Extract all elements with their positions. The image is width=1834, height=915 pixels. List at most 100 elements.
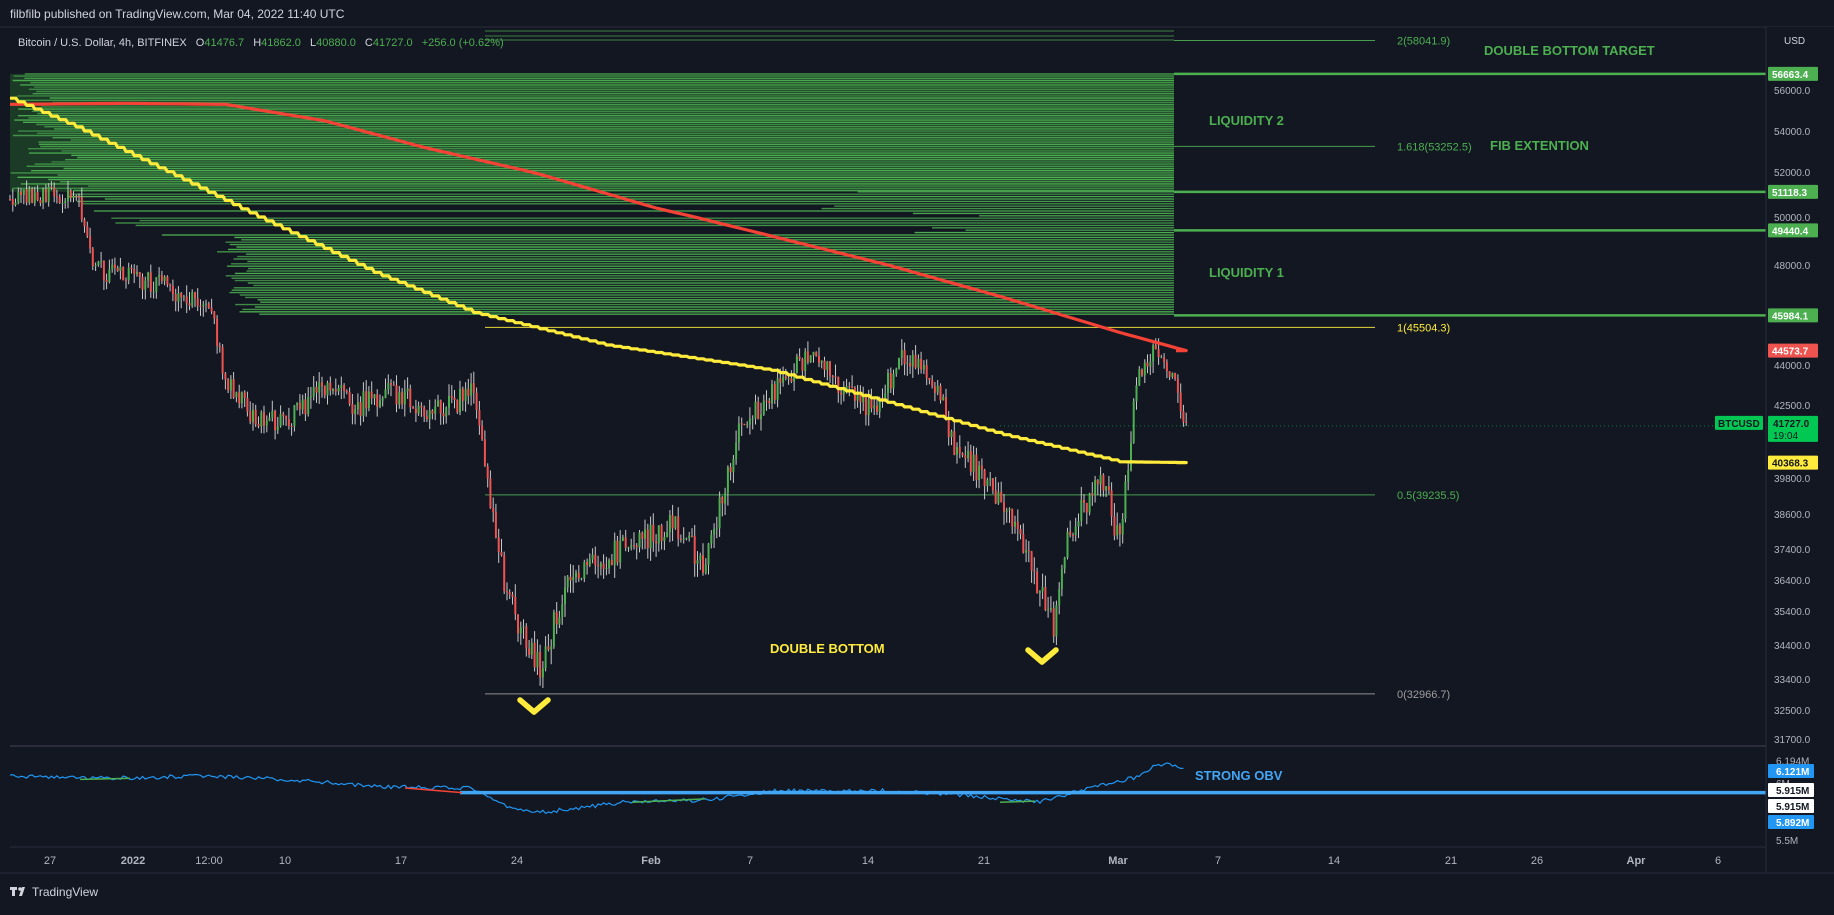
candle-up[interactable]	[428, 410, 431, 420]
candle-up[interactable]	[260, 412, 263, 427]
candle-up[interactable]	[710, 534, 713, 544]
candle-up[interactable]	[900, 350, 903, 358]
candle-up[interactable]	[64, 201, 67, 203]
candle-up[interactable]	[936, 385, 939, 393]
candle-up[interactable]	[94, 265, 97, 267]
candle-down[interactable]	[925, 365, 928, 378]
candle-down[interactable]	[492, 508, 495, 512]
candle-down[interactable]	[1083, 499, 1085, 503]
candle-down[interactable]	[39, 200, 42, 204]
candle-down[interactable]	[840, 392, 843, 395]
candle-down[interactable]	[1069, 531, 1072, 536]
candle-down[interactable]	[729, 467, 732, 473]
candle-up[interactable]	[205, 303, 207, 305]
candle-down[interactable]	[1154, 345, 1157, 350]
candle-down[interactable]	[365, 391, 368, 409]
candle-up[interactable]	[367, 391, 370, 409]
candle-up[interactable]	[337, 388, 340, 392]
candle-up[interactable]	[403, 391, 406, 405]
candle-up[interactable]	[100, 260, 103, 262]
candle-up[interactable]	[644, 529, 646, 539]
candle-up[interactable]	[795, 356, 798, 373]
candle-up[interactable]	[826, 361, 829, 370]
candle-up[interactable]	[713, 528, 716, 535]
candle-up[interactable]	[373, 394, 376, 399]
candle-down[interactable]	[412, 407, 415, 409]
candle-up[interactable]	[699, 555, 702, 561]
candle-down[interactable]	[227, 379, 230, 391]
price-marker[interactable]	[1768, 455, 1818, 470]
candle-up[interactable]	[268, 417, 271, 421]
candle-down[interactable]	[475, 392, 478, 411]
candle-down[interactable]	[141, 276, 144, 290]
candle-down[interactable]	[1157, 349, 1160, 358]
candle-down[interactable]	[528, 648, 531, 655]
candle-down[interactable]	[602, 563, 605, 569]
candle-down[interactable]	[969, 450, 972, 472]
candle-up[interactable]	[762, 400, 765, 415]
candle-down[interactable]	[961, 453, 964, 456]
candle-down[interactable]	[263, 412, 265, 426]
candle-down[interactable]	[290, 425, 293, 427]
candle-up[interactable]	[293, 405, 296, 427]
candle-down[interactable]	[851, 386, 854, 388]
candle-up[interactable]	[895, 368, 898, 374]
candle-down[interactable]	[105, 280, 108, 282]
candle-up[interactable]	[724, 492, 727, 504]
candle-down[interactable]	[1016, 521, 1019, 529]
candle-up[interactable]	[892, 373, 895, 389]
candle-up[interactable]	[522, 626, 525, 628]
candle-up[interactable]	[1132, 401, 1135, 443]
candle-down[interactable]	[9, 199, 11, 200]
candle-down[interactable]	[671, 515, 674, 529]
candle-down[interactable]	[298, 402, 301, 410]
candle-down[interactable]	[624, 537, 627, 548]
candle-down[interactable]	[914, 354, 917, 368]
candle-down[interactable]	[834, 376, 837, 378]
candle-down[interactable]	[511, 594, 514, 597]
candles[interactable]	[9, 180, 1188, 689]
candle-up[interactable]	[917, 358, 920, 368]
candle-down[interactable]	[980, 465, 983, 470]
candle-down[interactable]	[439, 400, 442, 414]
candle-down[interactable]	[315, 387, 318, 393]
candle-up[interactable]	[630, 545, 633, 548]
candle-up[interactable]	[544, 646, 547, 669]
candle-up[interactable]	[978, 465, 981, 480]
candle-down[interactable]	[958, 447, 961, 454]
candle-down[interactable]	[806, 351, 809, 363]
candle-down[interactable]	[122, 266, 125, 281]
candle-down[interactable]	[740, 423, 743, 425]
candle-down[interactable]	[517, 614, 519, 634]
candle-up[interactable]	[318, 382, 321, 393]
candle-down[interactable]	[1182, 411, 1185, 422]
candle-down[interactable]	[1113, 516, 1116, 536]
candle-down[interactable]	[423, 407, 426, 417]
candle-down[interactable]	[431, 410, 434, 414]
candle-down[interactable]	[1044, 587, 1047, 611]
candle-down[interactable]	[823, 360, 826, 370]
candle-up[interactable]	[127, 267, 130, 281]
candle-down[interactable]	[58, 196, 61, 203]
candle-up[interactable]	[621, 537, 624, 541]
candle-down[interactable]	[285, 415, 288, 420]
candle-up[interactable]	[1152, 345, 1155, 362]
obv-marker[interactable]	[1768, 764, 1814, 778]
candle-down[interactable]	[953, 431, 956, 455]
candle-down[interactable]	[837, 376, 840, 393]
candle-up[interactable]	[1088, 493, 1091, 513]
candle-up[interactable]	[682, 539, 685, 540]
candle-down[interactable]	[597, 565, 600, 567]
candle-down[interactable]	[171, 286, 174, 295]
obv-marker[interactable]	[1768, 815, 1814, 829]
candle-down[interactable]	[180, 293, 183, 298]
candle-up[interactable]	[735, 442, 738, 460]
candle-up[interactable]	[776, 378, 779, 400]
candle-up[interactable]	[748, 418, 751, 425]
candle-up[interactable]	[28, 188, 31, 203]
candle-up[interactable]	[1094, 480, 1097, 496]
candle-down[interactable]	[818, 356, 820, 363]
candle-down[interactable]	[931, 380, 934, 387]
candle-up[interactable]	[862, 396, 865, 403]
candle-up[interactable]	[1049, 608, 1052, 610]
